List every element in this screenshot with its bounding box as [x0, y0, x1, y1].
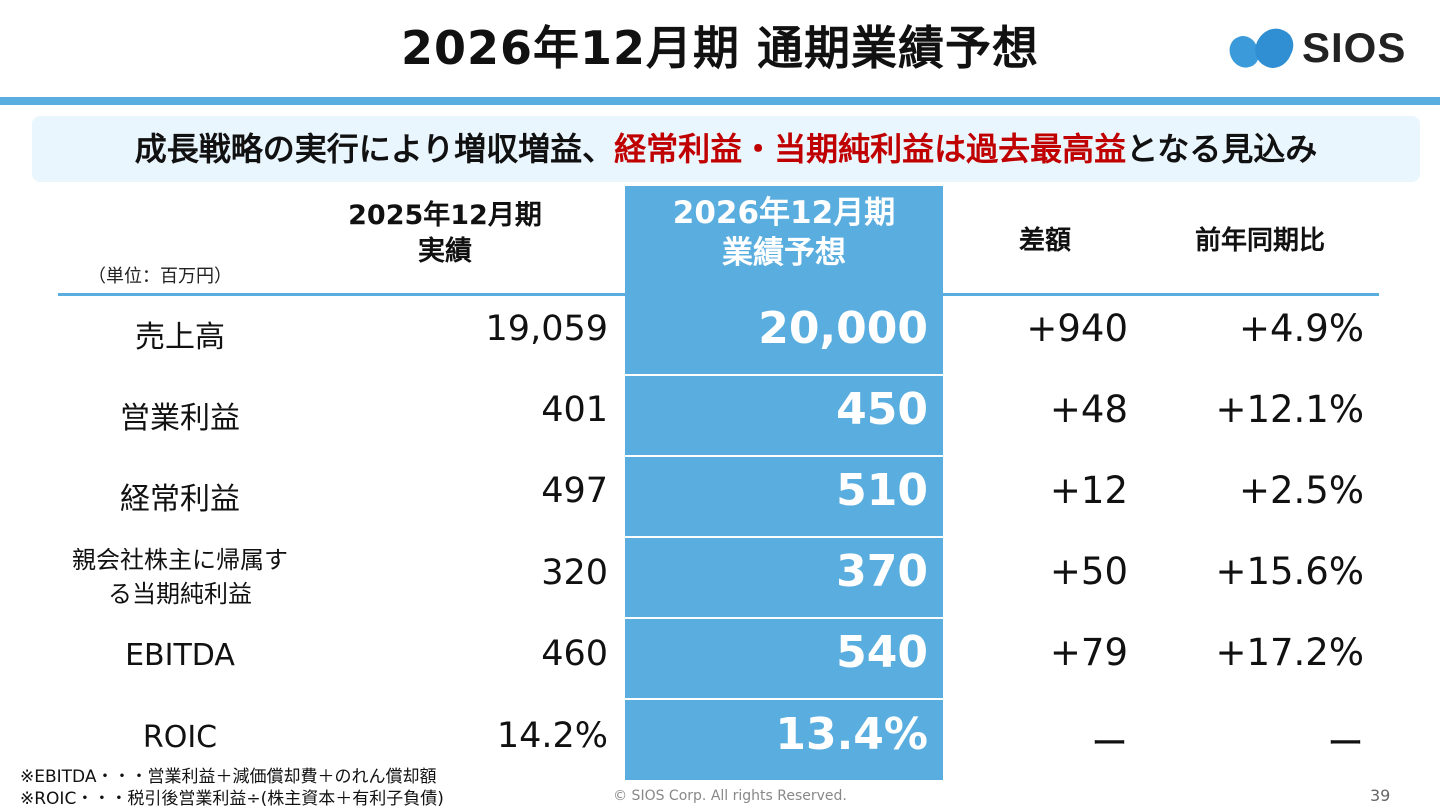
page-number: 39	[1370, 786, 1391, 805]
row-label-net-income-line1: 親会社株主に帰属す	[72, 546, 288, 574]
header-fy2025-type: 実績	[418, 236, 472, 267]
row-yoy-ordinary-income: +2.5%	[1238, 469, 1364, 512]
row-diff-ebitda: +79	[1049, 631, 1128, 674]
row-yoy-net-sales: +4.9%	[1238, 307, 1364, 350]
banner-text-2: となる見込み	[1126, 130, 1318, 168]
row-diff-net-sales: +940	[1026, 307, 1128, 350]
copyright: © SIOS Corp. All rights Reserved.	[613, 788, 847, 804]
row-label-net-income: 親会社株主に帰属す る当期純利益	[60, 543, 300, 611]
row-forecast-ebitda: 540	[836, 627, 928, 678]
row-label-ordinary-income: 経常利益	[120, 482, 240, 517]
row-separator	[625, 455, 943, 457]
logo-text: SIOS	[1302, 24, 1407, 71]
page-title: 2026年12月期 通期業績予想	[400, 21, 1040, 75]
row-prev-operating-income: 401	[541, 390, 608, 430]
row-label-operating-income: 営業利益	[120, 401, 240, 436]
row-prev-ordinary-income: 497	[541, 471, 608, 511]
row-forecast-net-sales: 20,000	[758, 303, 928, 354]
row-separator	[625, 698, 943, 700]
footnote-ebitda: ※EBITDA・・・営業利益＋減価償却費＋のれん償却額	[20, 767, 437, 787]
forecast-column-highlight	[625, 186, 943, 780]
row-diff-operating-income: +48	[1049, 388, 1128, 431]
title-divider	[0, 97, 1440, 105]
header-difference: 差額	[1018, 226, 1071, 256]
footnote-roic: ※ROIC・・・税引後営業利益÷(株主資本＋有利子負債)	[20, 789, 444, 809]
logo-blob-right-icon	[1249, 22, 1299, 74]
header-fy2026: 2026年12月期 業績予想	[625, 193, 943, 273]
header-yoy: 前年同期比	[1194, 226, 1325, 256]
row-yoy-operating-income: +12.1%	[1215, 388, 1364, 431]
row-label-net-sales: 売上高	[135, 320, 225, 355]
row-label-net-income-line2: る当期純利益	[108, 580, 252, 608]
banner-text-1: 成長戦略の実行により増収増益、	[134, 130, 615, 168]
header-fy2026-period: 2026年12月期	[672, 195, 896, 231]
header-rule-left	[58, 293, 625, 296]
row-prev-net-income: 320	[541, 553, 608, 593]
header-fy2025: 2025年12月期 実績	[330, 198, 560, 270]
row-prev-net-sales: 19,059	[485, 309, 608, 349]
row-diff-net-income: +50	[1049, 550, 1128, 593]
headline-banner: 成長戦略の実行により増収増益、経常利益・当期純利益は過去最高益となる見込み	[32, 116, 1420, 182]
unit-label: （単位：百万円）	[88, 266, 232, 287]
row-separator	[625, 536, 943, 538]
row-label-roic: ROIC	[142, 720, 218, 755]
row-separator	[625, 374, 943, 376]
row-forecast-ordinary-income: 510	[836, 465, 928, 516]
row-forecast-net-income: 370	[836, 546, 928, 597]
header-fy2025-period: 2025年12月期	[348, 200, 542, 231]
row-separator	[625, 617, 943, 619]
row-forecast-roic: 13.4%	[775, 709, 928, 760]
row-yoy-net-income: +15.6%	[1215, 550, 1364, 593]
row-label-ebitda: EBITDA	[125, 638, 235, 673]
row-prev-roic: 14.2%	[496, 716, 608, 756]
row-yoy-roic: ー	[1327, 722, 1364, 765]
row-yoy-ebitda: +17.2%	[1215, 631, 1364, 674]
header-rule-right	[943, 293, 1379, 296]
row-prev-ebitda: 460	[541, 634, 608, 674]
row-forecast-operating-income: 450	[836, 384, 928, 435]
sios-logo: SIOS	[1225, 22, 1416, 74]
row-diff-roic: ー	[1091, 722, 1128, 765]
header-fy2026-type: 業績予想	[722, 235, 846, 271]
banner-highlight: 経常利益・当期純利益は過去最高益	[614, 130, 1127, 168]
row-diff-ordinary-income: +12	[1049, 469, 1128, 512]
